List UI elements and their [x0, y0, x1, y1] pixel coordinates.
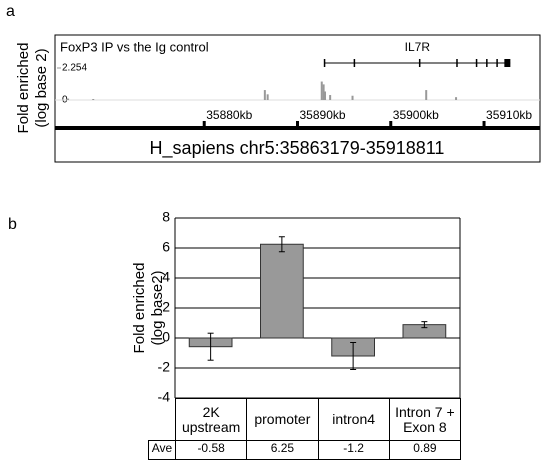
- peak: [266, 94, 269, 100]
- value-cell: -0.58: [175, 440, 248, 460]
- value-cell: -1.2: [317, 440, 390, 460]
- value-cell: 0.89: [388, 440, 461, 460]
- category-cell: Intron 7 + Exon 8: [388, 398, 461, 441]
- category-cell: 2K upstream: [175, 398, 248, 441]
- y-tick-label: -4: [158, 389, 171, 405]
- y-tick-label: 8: [162, 209, 170, 225]
- peak: [263, 90, 266, 100]
- y-axis-label: (log base2): [149, 270, 166, 345]
- exon: [504, 59, 511, 67]
- y-tick-label: 4: [162, 269, 170, 285]
- x-tick-label: 35910kb: [486, 108, 532, 122]
- x-tick-label: 35890kb: [300, 108, 346, 122]
- region-label: H_sapiens chr5:35863179-35918811: [150, 138, 445, 159]
- track-frame: [54, 34, 541, 163]
- panel-label: a: [6, 3, 15, 20]
- exon: [496, 59, 498, 67]
- exon: [323, 59, 326, 67]
- exon: [353, 59, 356, 67]
- peak: [455, 97, 458, 100]
- peak: [425, 90, 428, 100]
- peak: [322, 84, 325, 100]
- figure: a b Fold enriched (log base 2) FoxP3 IP …: [6, 3, 541, 405]
- peak: [92, 99, 95, 100]
- category-cell: promoter: [246, 398, 319, 441]
- peak: [320, 81, 323, 100]
- peak: [351, 95, 354, 100]
- x-tick-label: 35900kb: [393, 108, 439, 122]
- bar: [260, 243, 304, 339]
- exon: [486, 59, 488, 67]
- y-tick-label: 6: [162, 239, 170, 255]
- x-tick-label: 35880kb: [206, 108, 252, 122]
- category-cell: intron4: [317, 398, 390, 441]
- y-axis-label: Fold enriched: [15, 43, 32, 134]
- peak: [324, 91, 327, 100]
- value-cell: 6.25: [246, 440, 319, 460]
- panel-label: b: [8, 216, 17, 233]
- exon: [418, 59, 421, 67]
- peak: [329, 95, 332, 100]
- y-tick-label: 0: [162, 329, 170, 345]
- page: a b Fold enriched (log base 2) FoxP3 IP …: [6, 3, 541, 460]
- peak: [67, 98, 70, 100]
- exon: [456, 59, 458, 67]
- exon: [475, 59, 478, 67]
- y-axis-label: (log base 2): [33, 48, 50, 127]
- y-axis-label: Fold enriched: [131, 263, 148, 354]
- track-title: FoxP3 IP vs the Ig control: [60, 39, 209, 54]
- y-tick-label: -2: [158, 359, 171, 375]
- y-tick-label: 2: [162, 299, 170, 315]
- y-tick-label: 2.254: [62, 63, 87, 74]
- row-label-cell: Ave: [148, 440, 176, 460]
- gene-name: IL7R: [405, 40, 431, 54]
